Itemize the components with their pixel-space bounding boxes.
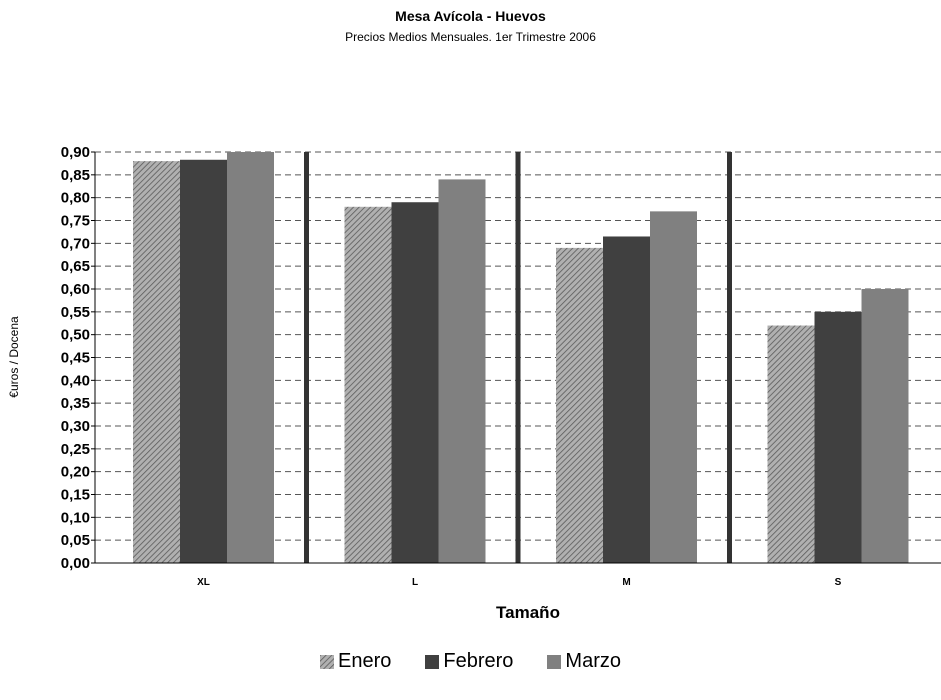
- legend-label-febrero: Febrero: [443, 650, 514, 672]
- y-tick-label: 0,85: [61, 167, 90, 184]
- bar-marzo-l: [438, 179, 486, 563]
- y-tick-label: 0,35: [61, 395, 90, 412]
- y-tick-label: 0,50: [61, 327, 90, 344]
- bar-marzo-xl: [227, 152, 274, 563]
- y-tick-label: 0,25: [61, 441, 90, 458]
- bar-febrero-s: [814, 311, 862, 563]
- bar-marzo-m: [650, 211, 697, 563]
- y-tick-label: 0,40: [61, 372, 90, 389]
- legend-swatch-enero: [320, 654, 334, 669]
- y-tick-label: 0,70: [61, 235, 90, 252]
- y-tick-label: 0,30: [61, 418, 90, 435]
- legend-item-febrero: Febrero: [425, 650, 513, 673]
- legend-label-enero: Enero: [338, 650, 392, 672]
- y-axis-title: €uros / Docena: [7, 316, 21, 398]
- y-tick-label: 0,60: [61, 281, 90, 298]
- legend-swatch-marzo: [547, 654, 562, 669]
- bar-febrero-xl: [180, 159, 227, 563]
- bar-marzo-s: [861, 289, 909, 563]
- y-tick-label: 0,75: [61, 213, 90, 230]
- chart-title: Mesa Avícola - Huevos: [395, 8, 546, 24]
- chart-subtitle: Precios Medios Mensuales. 1er Trimestre …: [345, 30, 596, 44]
- bar-enero-s: [767, 325, 815, 563]
- bar-enero-m: [556, 247, 603, 563]
- x-tick-label: L: [412, 577, 418, 588]
- y-tick-label: 0,55: [61, 304, 90, 321]
- legend-item-enero: Enero: [320, 650, 391, 673]
- y-tick-label: 0,45: [61, 350, 90, 367]
- x-tick-label: XL: [197, 577, 210, 588]
- legend-swatch-febrero: [425, 654, 440, 669]
- y-tick-label: 0,80: [61, 190, 90, 207]
- bar-enero-l: [344, 206, 392, 564]
- y-tick-label: 0,20: [61, 464, 90, 481]
- x-tick-label: M: [622, 577, 630, 588]
- y-tick-label: 0,00: [61, 555, 90, 572]
- legend-item-marzo: Marzo: [547, 650, 621, 673]
- y-tick-label: 0,65: [61, 258, 90, 275]
- x-axis-title: Tamaño: [496, 603, 560, 622]
- bar-febrero-l: [391, 202, 439, 563]
- x-tick-label: S: [835, 577, 842, 588]
- legend-label-marzo: Marzo: [565, 650, 621, 672]
- y-tick-label: 0,10: [61, 509, 90, 526]
- bar-enero-xl: [133, 161, 180, 563]
- y-tick-label: 0,05: [61, 532, 90, 549]
- bar-febrero-m: [603, 236, 650, 563]
- y-tick-label: 0,15: [61, 487, 90, 504]
- y-tick-label: 0,90: [61, 144, 90, 161]
- legend: Enero Febrero Marzo: [0, 650, 941, 673]
